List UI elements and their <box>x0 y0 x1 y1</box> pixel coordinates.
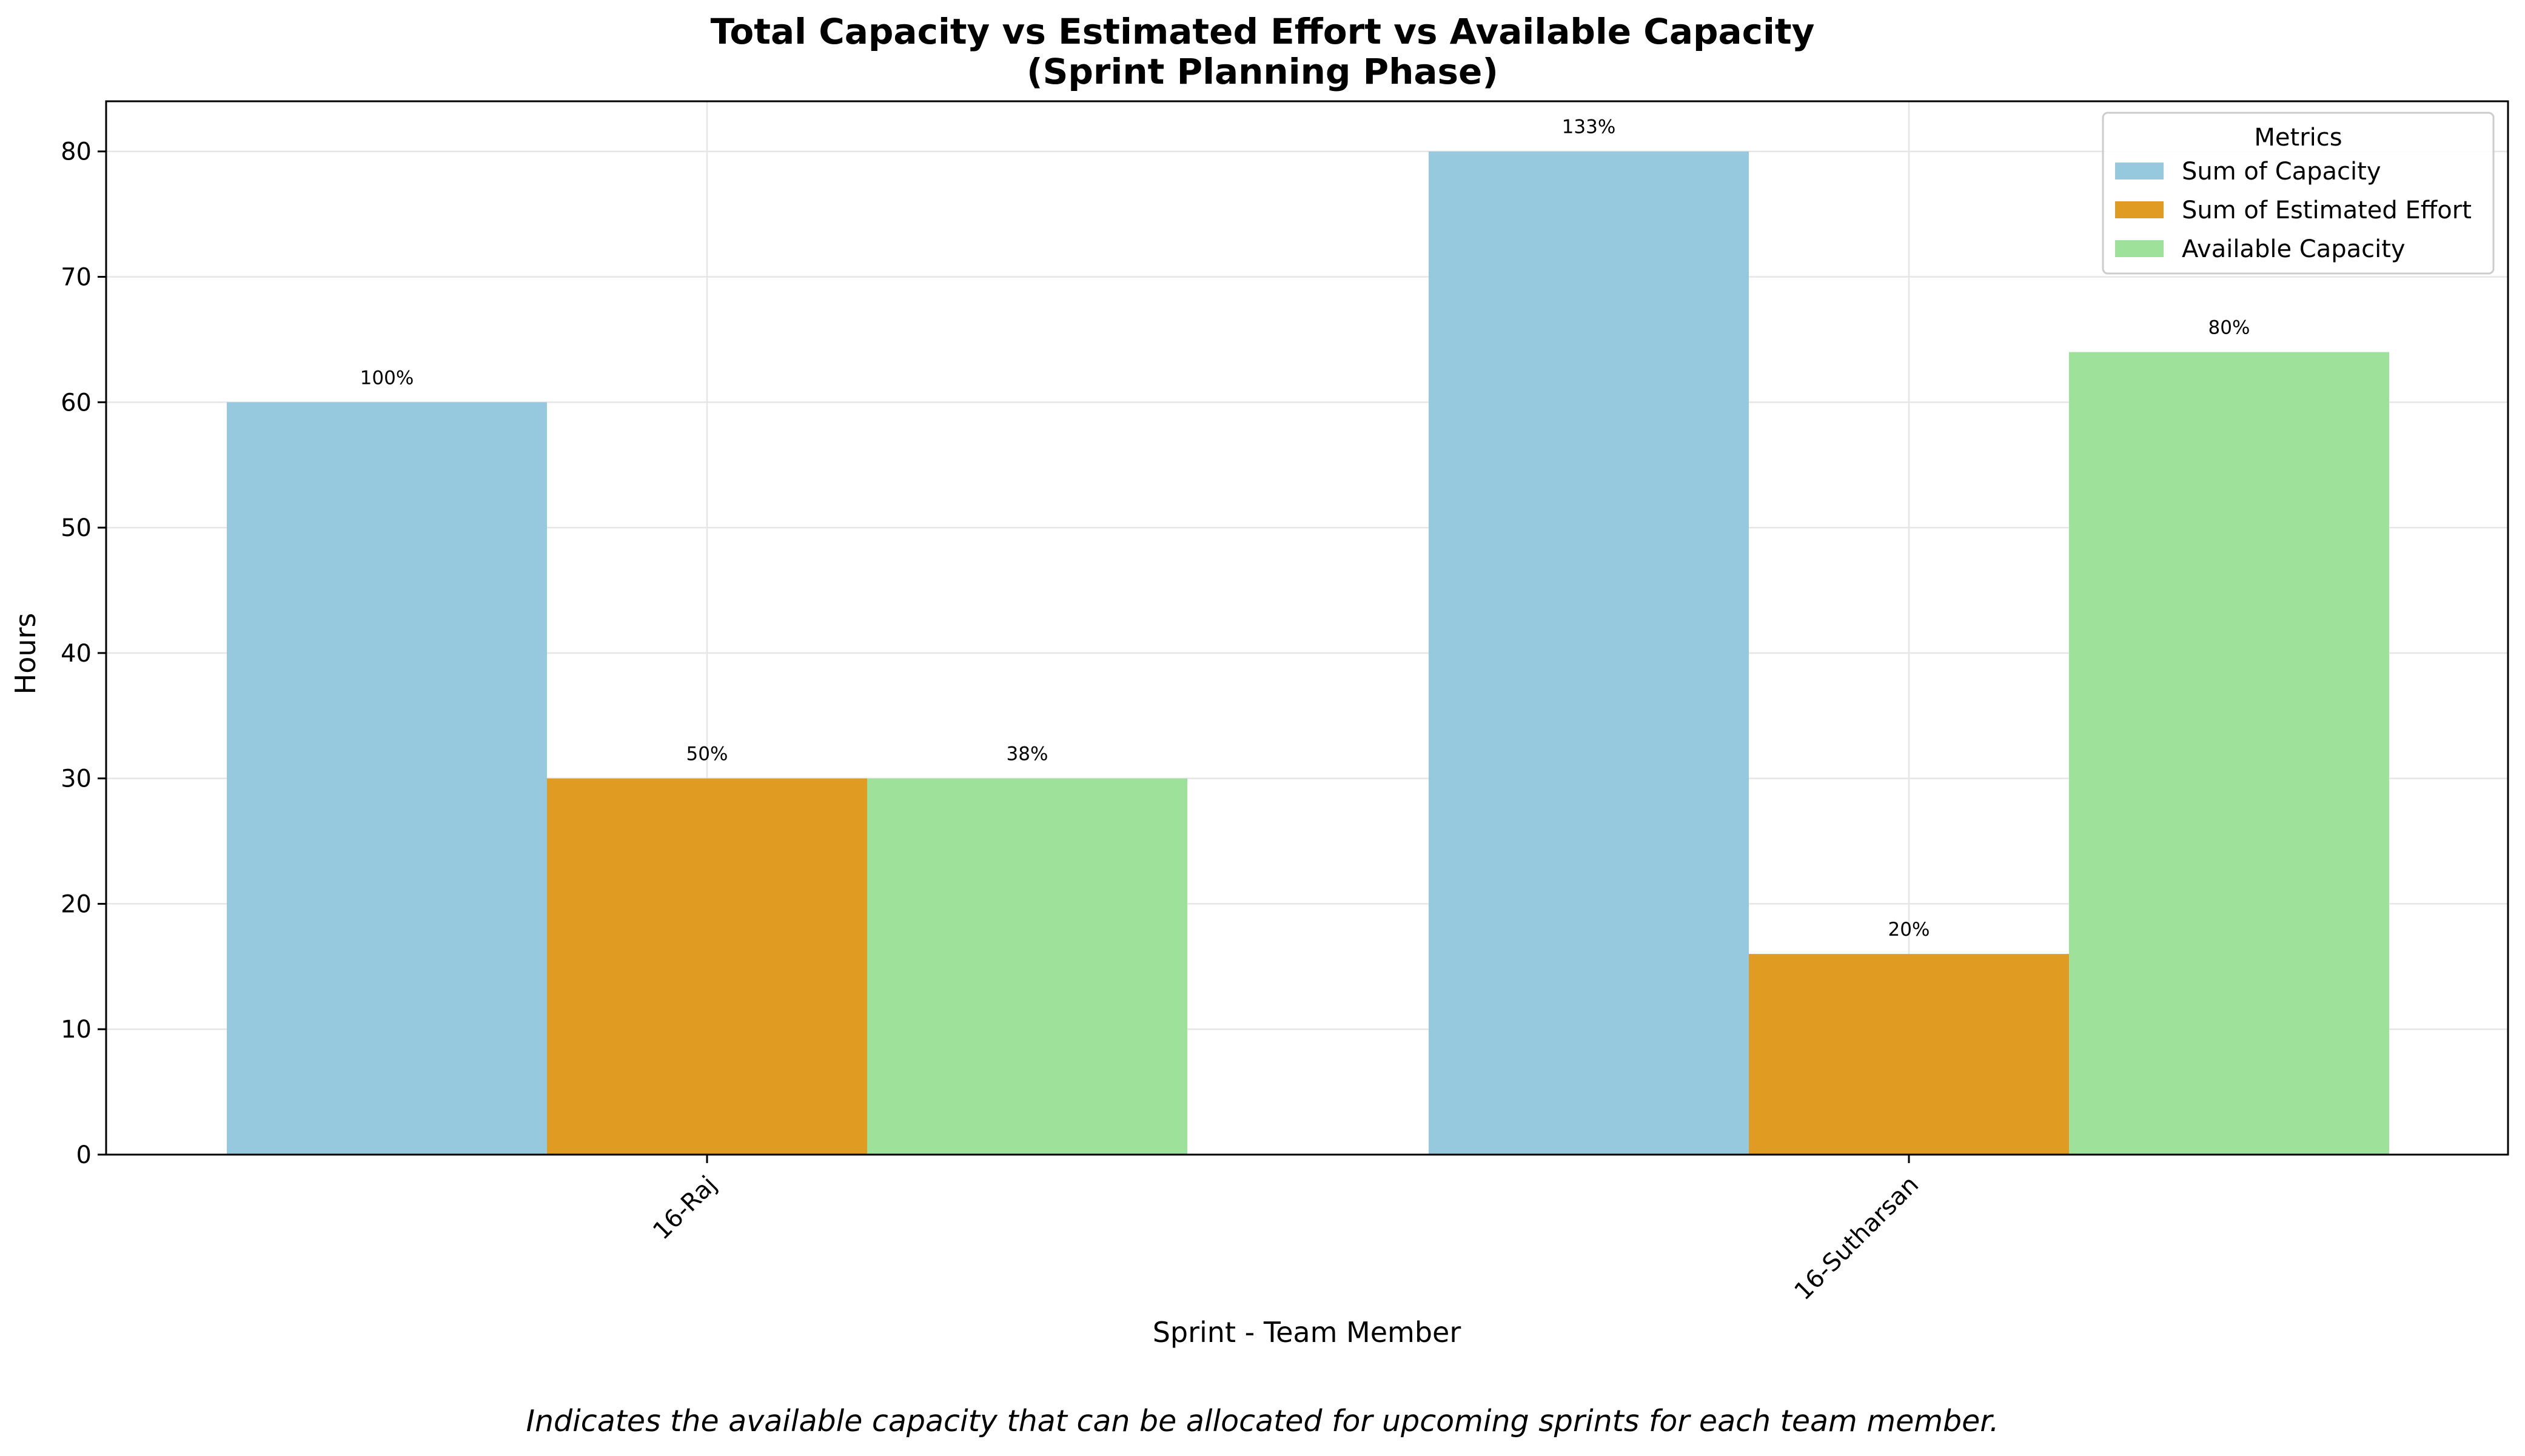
bar-data-label: 80% <box>2208 317 2250 339</box>
legend-swatch <box>2115 163 2164 179</box>
bar-data-label: 20% <box>1888 919 1930 941</box>
legend-swatch <box>2115 201 2164 218</box>
legend-entry: Available Capacity <box>2182 235 2406 263</box>
y-tick-label: 60 <box>61 389 92 417</box>
plot-frame <box>105 100 2509 1156</box>
y-tick-label: 70 <box>61 264 92 292</box>
bar <box>227 402 547 1155</box>
legend-title: Metrics <box>2254 124 2342 152</box>
chart-title: Total Capacity vs Estimated Effort vs Av… <box>711 11 1815 52</box>
bar-data-label: 38% <box>1007 743 1048 765</box>
y-tick-label: 80 <box>61 138 92 166</box>
bar-data-label: 50% <box>686 743 728 765</box>
x-axis-label: Sprint - Team Member <box>1153 1316 1461 1349</box>
y-axis-label: Hours <box>9 613 42 695</box>
legend-box <box>2102 112 2495 275</box>
legend-entry: Sum of Estimated Effort <box>2182 196 2472 224</box>
chart-subtitle: (Sprint Planning Phase) <box>1027 51 1498 92</box>
bar-labels: 100% 50% 38% 133% 20% 80% <box>360 116 2250 941</box>
legend-entry: Sum of Capacity <box>2182 158 2381 186</box>
chart-caption: Indicates the available capacity that ca… <box>526 1404 1999 1438</box>
y-tick-label: 40 <box>61 640 92 668</box>
x-axis: 16-Raj 16-Sutharsan <box>648 1155 1924 1306</box>
bar <box>1429 151 1749 1155</box>
bar-data-label: 100% <box>360 367 414 389</box>
y-axis: 0 10 20 30 40 50 60 70 80 <box>61 138 106 1169</box>
y-tick-label: 10 <box>61 1016 92 1044</box>
bars <box>227 151 2389 1155</box>
y-tick-label: 30 <box>61 765 92 793</box>
legend-swatch <box>2115 240 2164 257</box>
y-tick-label: 0 <box>76 1141 92 1169</box>
y-tick-label: 50 <box>61 514 92 542</box>
bar <box>1749 954 2069 1155</box>
y-tick-label: 20 <box>61 890 92 918</box>
bar <box>867 778 1187 1155</box>
bar <box>2069 352 2389 1155</box>
bar-data-label: 133% <box>1562 116 1616 138</box>
x-tick-label: 16-Sutharsan <box>1789 1171 1924 1306</box>
x-tick-label: 16-Raj <box>648 1171 722 1246</box>
bar <box>547 778 867 1155</box>
legend: Metrics Sum of Capacity Sum of Estimated … <box>2102 112 2495 275</box>
